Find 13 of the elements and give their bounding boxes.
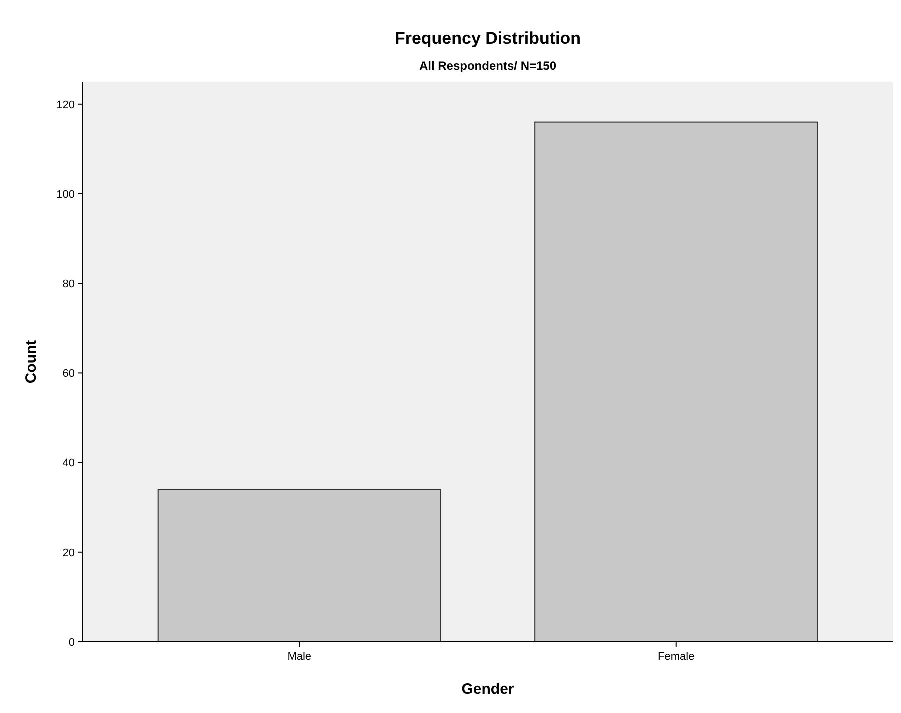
- chart-subtitle: All Respondents/ N=150: [419, 59, 557, 73]
- y-axis-title: Count: [23, 340, 40, 384]
- y-tick-label: 80: [62, 278, 75, 290]
- x-axis-title: Gender: [462, 681, 514, 698]
- x-tick-label: Male: [288, 651, 312, 663]
- y-tick-label: 60: [62, 368, 75, 380]
- y-tick-label: 100: [56, 188, 75, 201]
- y-tick-label: 40: [62, 458, 75, 470]
- y-tick-label: 0: [68, 636, 75, 649]
- y-tick-label: 120: [56, 99, 75, 112]
- chart-title: Frequency Distribution: [394, 29, 582, 48]
- x-tick-label: Female: [658, 651, 695, 663]
- y-tick-label: 20: [62, 547, 75, 560]
